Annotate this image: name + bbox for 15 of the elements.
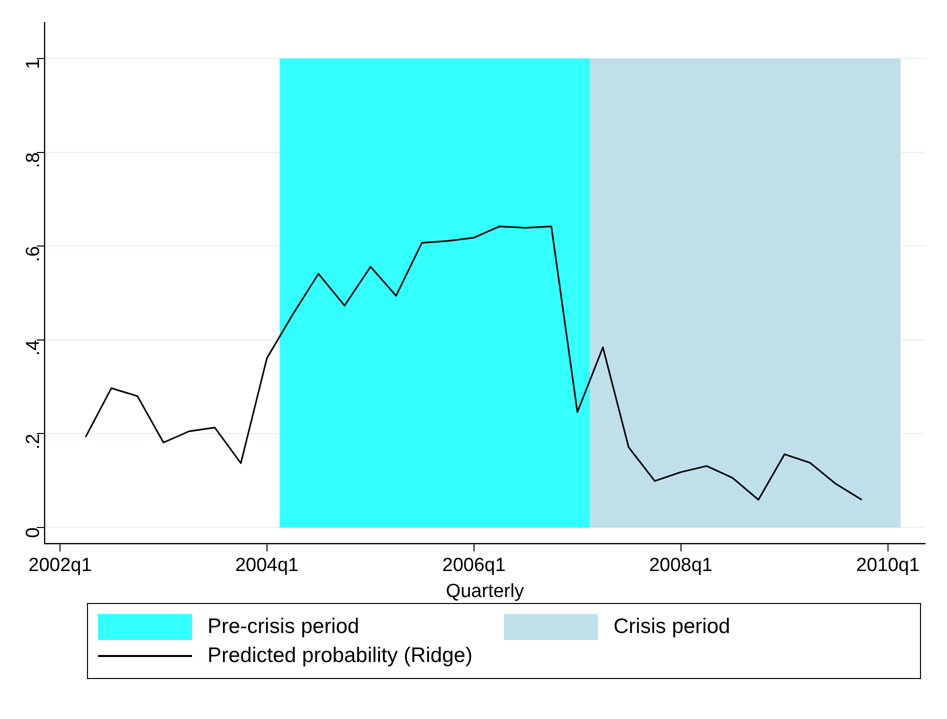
x-tick-label: 2004q1 [235, 555, 299, 576]
x-tick-label: 2010q1 [856, 555, 920, 576]
x-tick-label: 2008q1 [649, 555, 712, 576]
legend-label: Crisis period [614, 615, 730, 639]
y-tick-label: .4 [23, 339, 44, 356]
legend-label: Predicted probability (Ridge) [208, 644, 472, 668]
x-tick-label: 2002q1 [28, 555, 92, 576]
x-axis-title: Quarterly [446, 580, 524, 602]
y-tick-label: .8 [23, 152, 44, 168]
y-tick-label: .2 [23, 434, 44, 450]
y-tick-label: .6 [23, 246, 44, 262]
y-tick-label: 0 [23, 527, 44, 538]
y-tick-label: 1 [23, 58, 44, 70]
legend-label: Pre-crisis period [208, 615, 360, 639]
x-tick-label: 2006q1 [442, 555, 506, 576]
